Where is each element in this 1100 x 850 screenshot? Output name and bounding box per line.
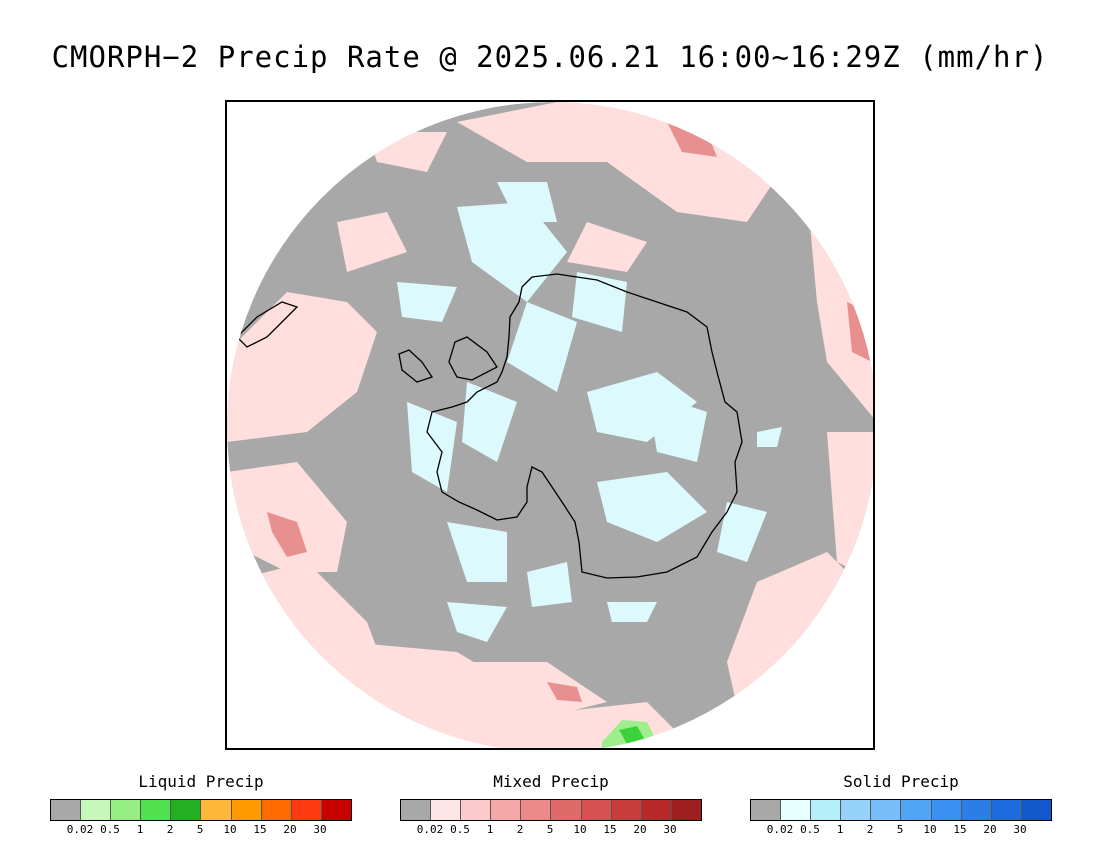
legend-swatch xyxy=(901,800,932,820)
legend-color-scale xyxy=(400,799,702,821)
legend-tick: 30 xyxy=(663,823,677,836)
legend-swatch xyxy=(551,800,582,820)
solid-precip-legend: Solid Precip 0.02 0.5 1 2 5 10 15 20 30 xyxy=(750,772,1052,837)
legend-tick: 20 xyxy=(283,823,297,836)
legend-swatch xyxy=(141,800,172,820)
legend-swatch xyxy=(841,800,872,820)
legend-color-scale xyxy=(750,799,1052,821)
legend-tick: 5 xyxy=(196,823,204,836)
legend-tick: 5 xyxy=(896,823,904,836)
legend-tick: 15 xyxy=(953,823,967,836)
legend-swatch xyxy=(961,800,992,820)
liquid-precip-legend: Liquid Precip 0.02 0.5 1 2 5 10 15 20 30 xyxy=(50,772,352,837)
legend-tick: 1 xyxy=(136,823,144,836)
legend-tick: 20 xyxy=(983,823,997,836)
legend-swatch xyxy=(111,800,142,820)
legend-tick: 10 xyxy=(923,823,937,836)
legend-swatch xyxy=(491,800,522,820)
legend-tick: 10 xyxy=(223,823,237,836)
legend-tick: 0.5 xyxy=(100,823,120,836)
legend-tick: 20 xyxy=(633,823,647,836)
legend-tick: 0.02 xyxy=(416,823,444,836)
legend-swatch xyxy=(201,800,232,820)
legend-tick: 1 xyxy=(836,823,844,836)
legend-swatch xyxy=(81,800,112,820)
legend-tick-labels: 0.02 0.5 1 2 5 10 15 20 30 xyxy=(750,821,1052,837)
legend-swatch xyxy=(321,800,351,820)
legend-swatch xyxy=(51,800,82,820)
legend-tick: 0.02 xyxy=(66,823,94,836)
legend-tick: 0.5 xyxy=(450,823,470,836)
legend-color-scale xyxy=(50,799,352,821)
legend-swatch xyxy=(401,800,432,820)
precip-map xyxy=(225,100,875,750)
legend-title: Solid Precip xyxy=(843,772,959,791)
legend-tick: 5 xyxy=(546,823,554,836)
legend-swatch xyxy=(671,800,701,820)
legend-swatch xyxy=(171,800,202,820)
legend-swatch xyxy=(991,800,1022,820)
map-title: CMORPH−2 Precip Rate @ 2025.06.21 16:00~… xyxy=(51,40,1049,74)
legend-swatch xyxy=(291,800,322,820)
legend-tick: 0.02 xyxy=(766,823,794,836)
legend-swatch xyxy=(581,800,612,820)
legend-tick: 15 xyxy=(603,823,617,836)
south-america-tip-coastline xyxy=(236,301,299,348)
legend-tick: 2 xyxy=(866,823,874,836)
legend-swatch xyxy=(521,800,552,820)
legend-swatch xyxy=(431,800,462,820)
legend-swatch xyxy=(261,800,292,820)
legend-tick: 10 xyxy=(573,823,587,836)
antarctic-peninsula-coastline xyxy=(398,336,498,383)
no-precip-area xyxy=(227,102,873,748)
legend-swatch xyxy=(871,800,902,820)
legend-swatch xyxy=(751,800,782,820)
legend-tick: 30 xyxy=(313,823,327,836)
legend-swatch xyxy=(781,800,812,820)
legend-swatch xyxy=(1021,800,1051,820)
legend-swatch xyxy=(461,800,492,820)
legend-swatch xyxy=(811,800,842,820)
antarctica-coastline xyxy=(426,273,743,579)
legend-swatch xyxy=(641,800,672,820)
precip-map-canvas xyxy=(227,102,873,748)
legend-tick-labels: 0.02 0.5 1 2 5 10 15 20 30 xyxy=(50,821,352,837)
legend-tick-labels: 0.02 0.5 1 2 5 10 15 20 30 xyxy=(400,821,702,837)
solid-precip-regions xyxy=(397,182,782,642)
legend-swatch xyxy=(611,800,642,820)
legend-tick: 30 xyxy=(1013,823,1027,836)
legend-swatch xyxy=(931,800,962,820)
legend-title: Mixed Precip xyxy=(493,772,609,791)
legend-tick: 2 xyxy=(166,823,174,836)
mixed-precip-legend: Mixed Precip 0.02 0.5 1 2 5 10 15 20 30 xyxy=(400,772,702,837)
legend-swatch xyxy=(231,800,262,820)
legend-tick: 15 xyxy=(253,823,267,836)
legend-title: Liquid Precip xyxy=(138,772,264,791)
legend-tick: 1 xyxy=(486,823,494,836)
legend-tick: 2 xyxy=(516,823,524,836)
legend-tick: 0.5 xyxy=(800,823,820,836)
